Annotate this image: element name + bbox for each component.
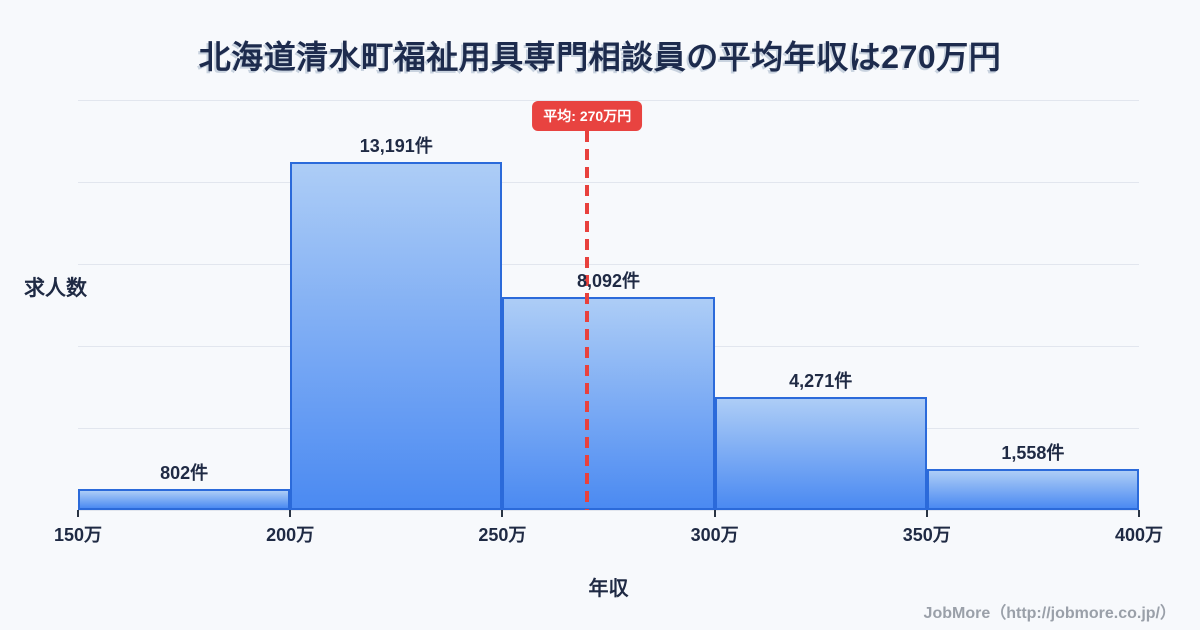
histogram-bar bbox=[290, 162, 503, 510]
x-axis-tick-label: 150万 bbox=[53, 525, 103, 545]
page-title: 北海道清水町福祉用具専門相談員の平均年収は270万円 bbox=[198, 39, 1002, 75]
gridline bbox=[78, 510, 1139, 511]
histogram-bar bbox=[502, 296, 715, 510]
bar-value-label: 4,271件 bbox=[789, 371, 853, 392]
histogram-bar bbox=[78, 488, 291, 510]
x-axis-tick-label: 400万 bbox=[1114, 525, 1164, 545]
average-badge: 平均: 270万円 bbox=[532, 101, 643, 131]
x-axis-tick-label: 250万 bbox=[478, 525, 527, 545]
gridline bbox=[78, 100, 1139, 101]
bar-value-label: 13,191件 bbox=[359, 136, 433, 156]
x-axis-tick bbox=[289, 510, 292, 517]
credit-text: JobMore（http://jobmore.co.jp/） bbox=[923, 605, 1176, 622]
x-axis-tick bbox=[501, 510, 504, 517]
bar-value-label: 802件 bbox=[160, 462, 209, 483]
histogram-bar bbox=[926, 468, 1139, 510]
y-axis-label: 求人数 bbox=[24, 277, 87, 300]
x-axis-tick-label: 350万 bbox=[902, 525, 951, 545]
gridline bbox=[78, 264, 1139, 265]
average-line bbox=[585, 131, 590, 510]
gridline bbox=[78, 182, 1139, 183]
x-axis-tick bbox=[77, 510, 79, 517]
x-axis-label: 年収 bbox=[588, 578, 629, 600]
x-axis-tick bbox=[925, 510, 928, 517]
bar-value-label: 8,092件 bbox=[576, 270, 641, 291]
x-axis-tick-label: 200万 bbox=[266, 525, 315, 545]
x-axis-tick bbox=[1138, 510, 1140, 517]
histogram-bar bbox=[714, 397, 927, 510]
x-axis-tick bbox=[713, 510, 716, 517]
bar-value-label: 1,558件 bbox=[1001, 442, 1065, 463]
x-axis-tick-label: 300万 bbox=[690, 525, 739, 545]
